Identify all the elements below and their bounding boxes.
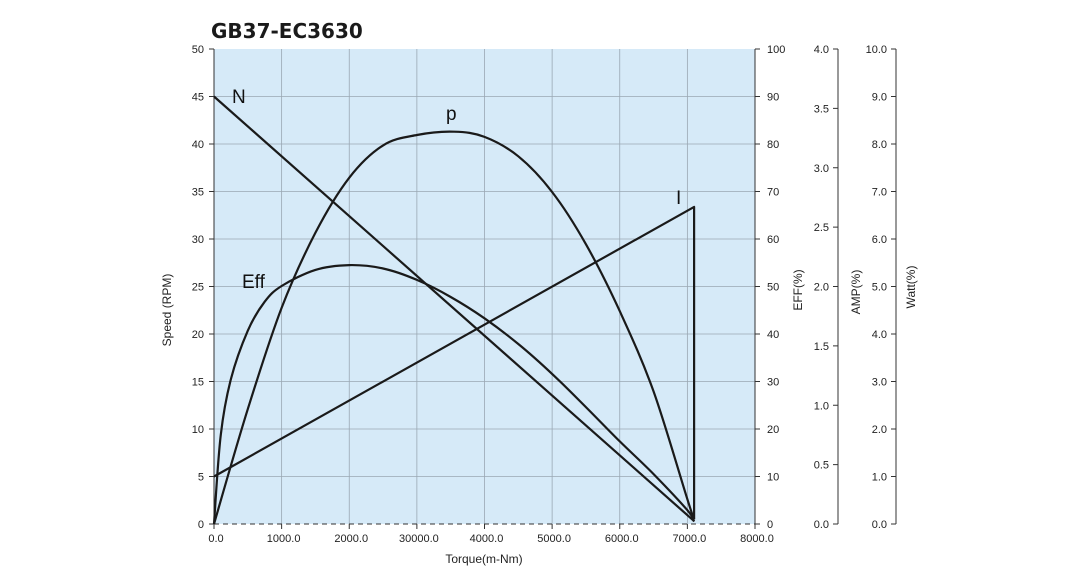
speed-tick-label: 35 <box>192 187 204 199</box>
curve-labels: Np I Eff <box>232 87 681 293</box>
eff-tick-label: 80 <box>767 139 779 151</box>
eff-tick-label: 90 <box>767 92 779 104</box>
amp-axis-label: AMP(%) <box>849 270 863 315</box>
watt-tick-label: 5.0 <box>872 282 887 294</box>
watt-tick-label: 6.0 <box>872 234 887 246</box>
speed-tick-label: 50 <box>192 44 204 56</box>
x-tick-label: 4000.0 <box>470 533 504 545</box>
amp-tick-label: 2.5 <box>814 222 829 234</box>
watt-tick-label: 1.0 <box>872 472 887 484</box>
speed-tick-label: 25 <box>192 282 204 294</box>
eff-axis-label: EFF(%) <box>791 269 805 310</box>
x-axis: 0.0 1000.0 2000.0 30000.0 4000.0 5000.0 6000.0… <box>208 524 774 545</box>
eff-tick-label: 0 <box>767 519 773 531</box>
series-eff-label: Eff <box>242 272 266 293</box>
x-tick-label: 8000.0 <box>740 533 774 545</box>
amp-tick-label: 4.0 <box>814 44 829 56</box>
x-tick-label: 2000.0 <box>334 533 368 545</box>
series-p-label: p <box>446 104 457 125</box>
speed-tick-label: 20 <box>192 329 204 341</box>
speed-axis-label: Speed (RPM) <box>160 274 174 347</box>
speed-tick-label: 40 <box>192 139 204 151</box>
series-eff-curve <box>212 263 696 525</box>
watt-tick-label: 0.0 <box>872 519 887 531</box>
eff-tick-label: 20 <box>767 424 779 436</box>
amp-tick-label: 2.0 <box>814 282 829 294</box>
eff-tick-label: 60 <box>767 234 779 246</box>
x-tick-label: 7000.0 <box>673 533 707 545</box>
grid-lines <box>214 49 755 524</box>
series-n-label: N <box>232 87 246 108</box>
speed-tick-label: 10 <box>192 424 204 436</box>
amp-tick-label: 0.5 <box>814 460 829 472</box>
eff-tick-label: 70 <box>767 187 779 199</box>
watt-tick-label: 4.0 <box>872 329 887 341</box>
eff-tick-label: 40 <box>767 329 779 341</box>
x-tick-label: 1000.0 <box>267 533 301 545</box>
amp-tick-label: 1.0 <box>814 400 829 412</box>
eff-tick-label: 100 <box>767 44 785 56</box>
amp-tick-label: 1.5 <box>814 341 829 353</box>
y-axes: 0 5 10 15 20 25 30 35 40 45 50 0 10 20 30 40 50 60 70 80 90 1… <box>192 44 897 531</box>
amp-tick-label: 3.5 <box>814 103 829 115</box>
series-i-curve <box>213 205 696 520</box>
watt-axis-label: Watt(%) <box>904 266 918 309</box>
x-axis-label: Torque(m-Nm) <box>445 552 522 566</box>
speed-tick-label: 45 <box>192 92 204 104</box>
amp-tick-label: 0.0 <box>814 519 829 531</box>
amp-tick-label: 3.0 <box>814 163 829 175</box>
eff-tick-label: 50 <box>767 282 779 294</box>
series-n-curve <box>213 95 695 522</box>
watt-tick-label: 10.0 <box>866 44 887 56</box>
eff-tick-label: 10 <box>767 472 779 484</box>
chart-title: GB37-EC3630 <box>211 19 363 43</box>
speed-tick-label: 15 <box>192 377 204 389</box>
speed-tick-label: 5 <box>198 472 204 484</box>
x-tick-label: 30000.0 <box>399 533 439 545</box>
watt-tick-label: 7.0 <box>872 187 887 199</box>
watt-tick-label: 2.0 <box>872 424 887 436</box>
speed-tick-label: 0 <box>198 519 204 531</box>
series-p-curve <box>212 130 696 525</box>
curves <box>212 95 696 525</box>
watt-tick-label: 9.0 <box>872 92 887 104</box>
watt-tick-label: 8.0 <box>872 139 887 151</box>
x-tick-label: 5000.0 <box>537 533 571 545</box>
series-i-label: I <box>676 188 681 209</box>
x-tick-label: 6000.0 <box>605 533 639 545</box>
x-tick-label: 0.0 <box>208 533 223 545</box>
speed-tick-label: 30 <box>192 234 204 246</box>
eff-tick-label: 30 <box>767 377 779 389</box>
watt-tick-label: 3.0 <box>872 377 887 389</box>
